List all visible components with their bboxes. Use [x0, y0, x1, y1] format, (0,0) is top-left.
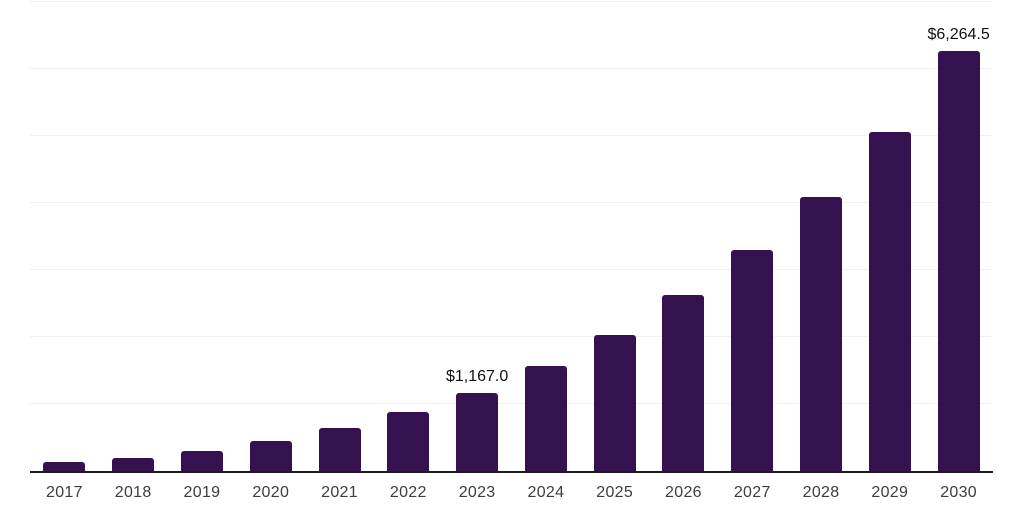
bar-2019: [180, 450, 223, 471]
bar-2028: [800, 196, 843, 471]
x-tick-2023: 2023: [458, 484, 496, 501]
gridline-3000: [30, 269, 993, 270]
x-tick-2029: 2029: [871, 484, 909, 501]
x-tick-2022: 2022: [389, 484, 427, 501]
x-tick-2018: 2018: [114, 484, 152, 501]
bar-2023: [456, 392, 499, 471]
x-tick-2025: 2025: [596, 484, 634, 501]
bar-value-label-2023: $1,167.0: [445, 367, 509, 385]
x-tick-2030: 2030: [940, 484, 977, 501]
x-tick-2026: 2026: [665, 484, 702, 501]
bar-2020: [249, 440, 292, 471]
x-tick-2024: 2024: [527, 484, 565, 501]
gridline-2000: [30, 336, 993, 337]
bar-2021: [318, 428, 361, 471]
plot-area: $1,167.0 $6,264.5: [30, 1, 993, 473]
x-tick-2028: 2028: [802, 484, 840, 501]
gridline-4000: [30, 202, 993, 203]
bar-2029: [868, 132, 911, 471]
bar-2027: [731, 250, 774, 471]
gridline-6000: [30, 68, 993, 69]
x-axis-tick-labels: 2017 2018 2019 2020 2021 2022 2023 2024 2025 2026…: [30, 471, 993, 512]
x-tick-2021: 2021: [321, 484, 358, 501]
bar-2024: [524, 366, 567, 471]
gridline-5000: [30, 135, 993, 136]
x-tick-2027: 2027: [733, 484, 771, 501]
x-tick-2019: 2019: [183, 484, 221, 501]
bar-2030: [937, 51, 980, 471]
bar-2025: [593, 335, 636, 471]
x-tick-2017: 2017: [45, 484, 83, 501]
bar-2022: [387, 411, 430, 471]
bar-value-label-2030: $6,264.5: [927, 26, 990, 44]
gridline-1000: [30, 403, 993, 404]
x-tick-2020: 2020: [252, 484, 290, 501]
gridline-7000: [30, 1, 993, 2]
bar-2026: [662, 295, 705, 471]
bar-2017: [43, 461, 86, 471]
bar-2018: [112, 457, 155, 471]
x-axis-line: [30, 471, 993, 473]
